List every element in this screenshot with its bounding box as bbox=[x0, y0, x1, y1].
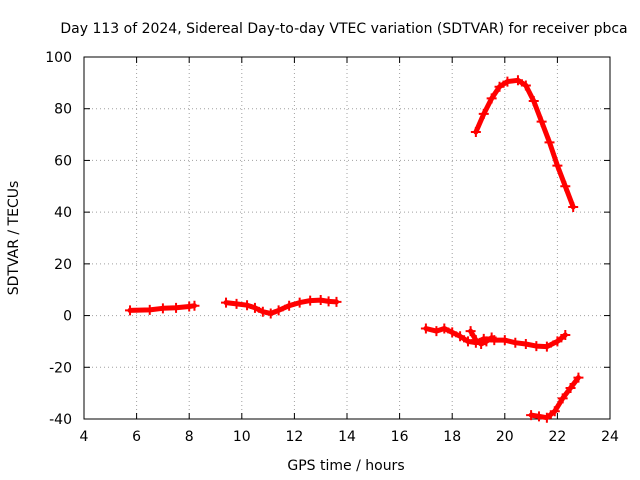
data-point bbox=[331, 296, 342, 307]
data-point bbox=[486, 93, 497, 104]
data-point bbox=[144, 304, 155, 315]
x-tick-label: 8 bbox=[185, 429, 194, 445]
data-point bbox=[552, 160, 563, 171]
data-point bbox=[470, 335, 481, 346]
data-point bbox=[568, 201, 579, 212]
data-point bbox=[249, 302, 260, 313]
data-point bbox=[533, 411, 544, 422]
series-group bbox=[125, 75, 584, 423]
data-point bbox=[494, 81, 505, 92]
data-point bbox=[273, 305, 284, 316]
data-point bbox=[242, 300, 253, 311]
series-arc-2 bbox=[221, 295, 342, 319]
data-point bbox=[520, 80, 531, 91]
x-tick-label: 24 bbox=[601, 429, 619, 445]
data-point bbox=[189, 300, 200, 311]
chart-title: Day 113 of 2024, Sidereal Day-to-day VTE… bbox=[60, 21, 627, 37]
y-tick-label: -40 bbox=[49, 412, 72, 428]
data-point bbox=[560, 329, 571, 340]
x-tick-label: 18 bbox=[443, 429, 461, 445]
x-tick-label: 20 bbox=[496, 429, 514, 445]
x-tick-label: 14 bbox=[338, 429, 356, 445]
data-point bbox=[510, 337, 521, 348]
data-point bbox=[549, 406, 560, 417]
data-point bbox=[560, 181, 571, 192]
x-tick-label: 4 bbox=[80, 429, 89, 445]
data-point bbox=[284, 300, 295, 311]
data-point bbox=[526, 410, 537, 421]
data-point bbox=[512, 75, 523, 86]
series-arc-6 bbox=[526, 372, 584, 423]
y-axis-label: SDTVAR / TECUs bbox=[6, 181, 22, 296]
data-point bbox=[431, 326, 442, 337]
data-point bbox=[478, 108, 489, 119]
y-tick-label: 20 bbox=[54, 257, 72, 273]
series-arc-4 bbox=[465, 326, 497, 350]
data-point bbox=[231, 298, 242, 309]
y-tick-label: -20 bbox=[49, 360, 72, 376]
axis-ticks: 4 6 8 10 12 14 16 18 20 22 24 -40 -20 0 20 40 60 80 100 bbox=[45, 50, 619, 445]
data-point bbox=[552, 336, 563, 347]
data-point bbox=[544, 137, 555, 148]
y-tick-label: 100 bbox=[45, 50, 72, 66]
x-tick-label: 6 bbox=[132, 429, 141, 445]
data-point bbox=[462, 336, 473, 347]
data-point bbox=[420, 323, 431, 334]
data-point bbox=[557, 393, 568, 404]
data-point bbox=[305, 295, 316, 306]
data-point bbox=[315, 295, 326, 306]
data-point bbox=[265, 308, 276, 319]
data-point bbox=[502, 76, 513, 87]
y-tick-label: 0 bbox=[63, 309, 72, 325]
data-point bbox=[565, 382, 576, 393]
data-point bbox=[257, 306, 268, 317]
data-point bbox=[439, 323, 450, 334]
data-point bbox=[294, 297, 305, 308]
y-tick-label: 60 bbox=[54, 153, 72, 169]
grid bbox=[84, 57, 610, 419]
data-point bbox=[455, 331, 466, 342]
data-point bbox=[157, 303, 168, 314]
data-point bbox=[531, 341, 542, 352]
x-tick-label: 16 bbox=[391, 429, 409, 445]
y-tick-label: 80 bbox=[54, 102, 72, 118]
series-arc-5 bbox=[470, 75, 579, 212]
series-arc-1 bbox=[125, 300, 200, 316]
data-point bbox=[486, 332, 497, 343]
data-point bbox=[476, 339, 487, 350]
x-tick-label: 10 bbox=[233, 429, 251, 445]
data-point bbox=[541, 412, 552, 423]
data-point bbox=[541, 341, 552, 352]
data-point bbox=[447, 327, 458, 338]
data-point bbox=[221, 297, 232, 308]
data-point bbox=[520, 339, 531, 350]
x-tick-label: 12 bbox=[285, 429, 303, 445]
data-point bbox=[125, 305, 136, 316]
data-point bbox=[465, 326, 476, 337]
data-point bbox=[573, 372, 584, 383]
x-axis-label: GPS time / hours bbox=[287, 458, 404, 474]
data-point bbox=[528, 95, 539, 106]
data-point bbox=[171, 302, 182, 313]
x-tick-label: 22 bbox=[548, 429, 566, 445]
data-point bbox=[470, 126, 481, 137]
data-point bbox=[499, 335, 510, 346]
y-tick-label: 40 bbox=[54, 205, 72, 221]
data-point bbox=[536, 116, 547, 127]
data-point bbox=[481, 336, 492, 347]
